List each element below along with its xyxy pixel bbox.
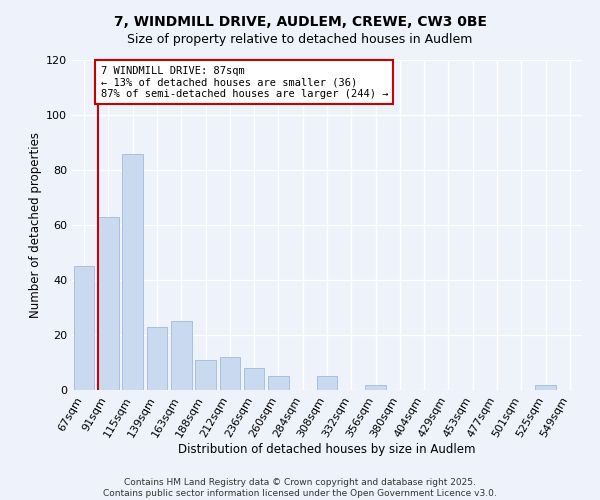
Text: 7 WINDMILL DRIVE: 87sqm
← 13% of detached houses are smaller (36)
87% of semi-de: 7 WINDMILL DRIVE: 87sqm ← 13% of detache… [101, 66, 388, 98]
Bar [74, 266, 94, 390]
Bar [535, 384, 556, 390]
X-axis label: Distribution of detached houses by size in Audlem: Distribution of detached houses by size … [178, 443, 476, 456]
Bar [195, 360, 216, 390]
Bar [122, 154, 143, 390]
Bar [268, 376, 289, 390]
Bar [244, 368, 265, 390]
Y-axis label: Number of detached properties: Number of detached properties [29, 132, 42, 318]
Bar [146, 327, 167, 390]
Text: Size of property relative to detached houses in Audlem: Size of property relative to detached ho… [127, 32, 473, 46]
Bar [317, 376, 337, 390]
Bar [171, 322, 191, 390]
Bar [98, 217, 119, 390]
Bar [365, 384, 386, 390]
Bar [220, 357, 240, 390]
Text: 7, WINDMILL DRIVE, AUDLEM, CREWE, CW3 0BE: 7, WINDMILL DRIVE, AUDLEM, CREWE, CW3 0B… [113, 15, 487, 29]
Text: Contains HM Land Registry data © Crown copyright and database right 2025.
Contai: Contains HM Land Registry data © Crown c… [103, 478, 497, 498]
